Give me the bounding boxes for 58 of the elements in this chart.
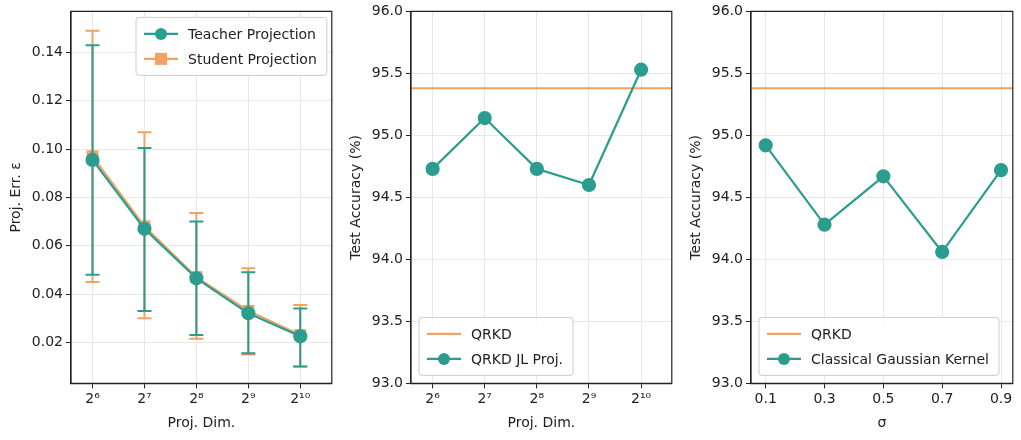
- x-tick-label: 2⁶: [85, 390, 101, 407]
- x-tick-label: 2¹⁰: [631, 390, 652, 407]
- x-tick-label: 2¹⁰: [290, 390, 311, 407]
- x-axis-title: σ: [877, 414, 887, 431]
- point: [876, 169, 891, 184]
- y-tick-label: 0.04: [31, 284, 64, 301]
- x-tick-label: 0.1: [754, 390, 777, 407]
- x-tick-label: 2⁷: [477, 390, 492, 407]
- legend-label: QRKD JL Proj.: [470, 350, 564, 367]
- x-axis-title: Proj. Dim.: [167, 414, 236, 431]
- point: [634, 62, 649, 77]
- y-tick-label: 93.0: [371, 374, 403, 391]
- x-tick-label: 2⁹: [241, 390, 256, 407]
- y-tick-label: 0.06: [31, 236, 64, 253]
- point: [425, 161, 440, 176]
- x-tick-label: 2⁸: [529, 390, 545, 407]
- y-tick-label: 96.0: [371, 2, 403, 19]
- y-tick-label: 0.02: [31, 332, 63, 349]
- x-tick-label: 2⁸: [189, 390, 205, 407]
- legend-label: QRKD: [470, 325, 512, 342]
- y-tick-label: 0.08: [31, 188, 63, 205]
- y-axis-title: Test Accuracy (%): [347, 135, 364, 261]
- x-tick-label: 0.3: [813, 390, 836, 407]
- y-tick-label: 93.5: [371, 312, 403, 329]
- point: [529, 161, 544, 176]
- point: [758, 138, 773, 153]
- y-tick-label: 94.0: [711, 250, 743, 267]
- y-tick-label: 94.5: [371, 188, 403, 205]
- point: [817, 217, 832, 232]
- y-tick-label: 95.5: [371, 64, 403, 81]
- x-tick-label: 2⁶: [425, 390, 441, 407]
- x-tick-label: 0.7: [931, 390, 954, 407]
- y-tick-label: 0.10: [31, 139, 63, 156]
- x-axis-title: Proj. Dim.: [507, 414, 576, 431]
- y-tick-label: 0.14: [31, 43, 64, 60]
- y-tick-label: 0.12: [31, 91, 63, 108]
- y-tick-label: 95.0: [371, 126, 403, 143]
- y-tick-label: 93.0: [711, 374, 743, 391]
- legend-label: Student Projection: [188, 50, 317, 67]
- legend-label: Teacher Projection: [187, 25, 316, 42]
- x-tick-label: 2⁹: [581, 390, 597, 407]
- x-tick-label: 0.9: [989, 390, 1013, 407]
- y-tick-label: 94.0: [371, 250, 403, 267]
- y-axis-title: Proj. Err. ε: [7, 162, 24, 233]
- y-axis-title: Test Accuracy (%): [687, 135, 704, 261]
- x-tick-label: 2⁷: [137, 390, 152, 407]
- y-tick-label: 93.5: [711, 312, 743, 329]
- legend-label: Classical Gaussian Kernel: [810, 350, 989, 367]
- y-tick-label: 95.0: [711, 126, 743, 143]
- point: [477, 110, 492, 126]
- point: [935, 244, 950, 260]
- y-tick-label: 95.5: [711, 64, 743, 81]
- y-tick-label: 96.0: [711, 2, 743, 19]
- point: [993, 163, 1009, 178]
- x-tick-label: 0.5: [872, 390, 895, 407]
- legend-label: QRKD: [810, 325, 852, 342]
- point: [581, 177, 597, 193]
- y-tick-label: 94.5: [711, 188, 743, 205]
